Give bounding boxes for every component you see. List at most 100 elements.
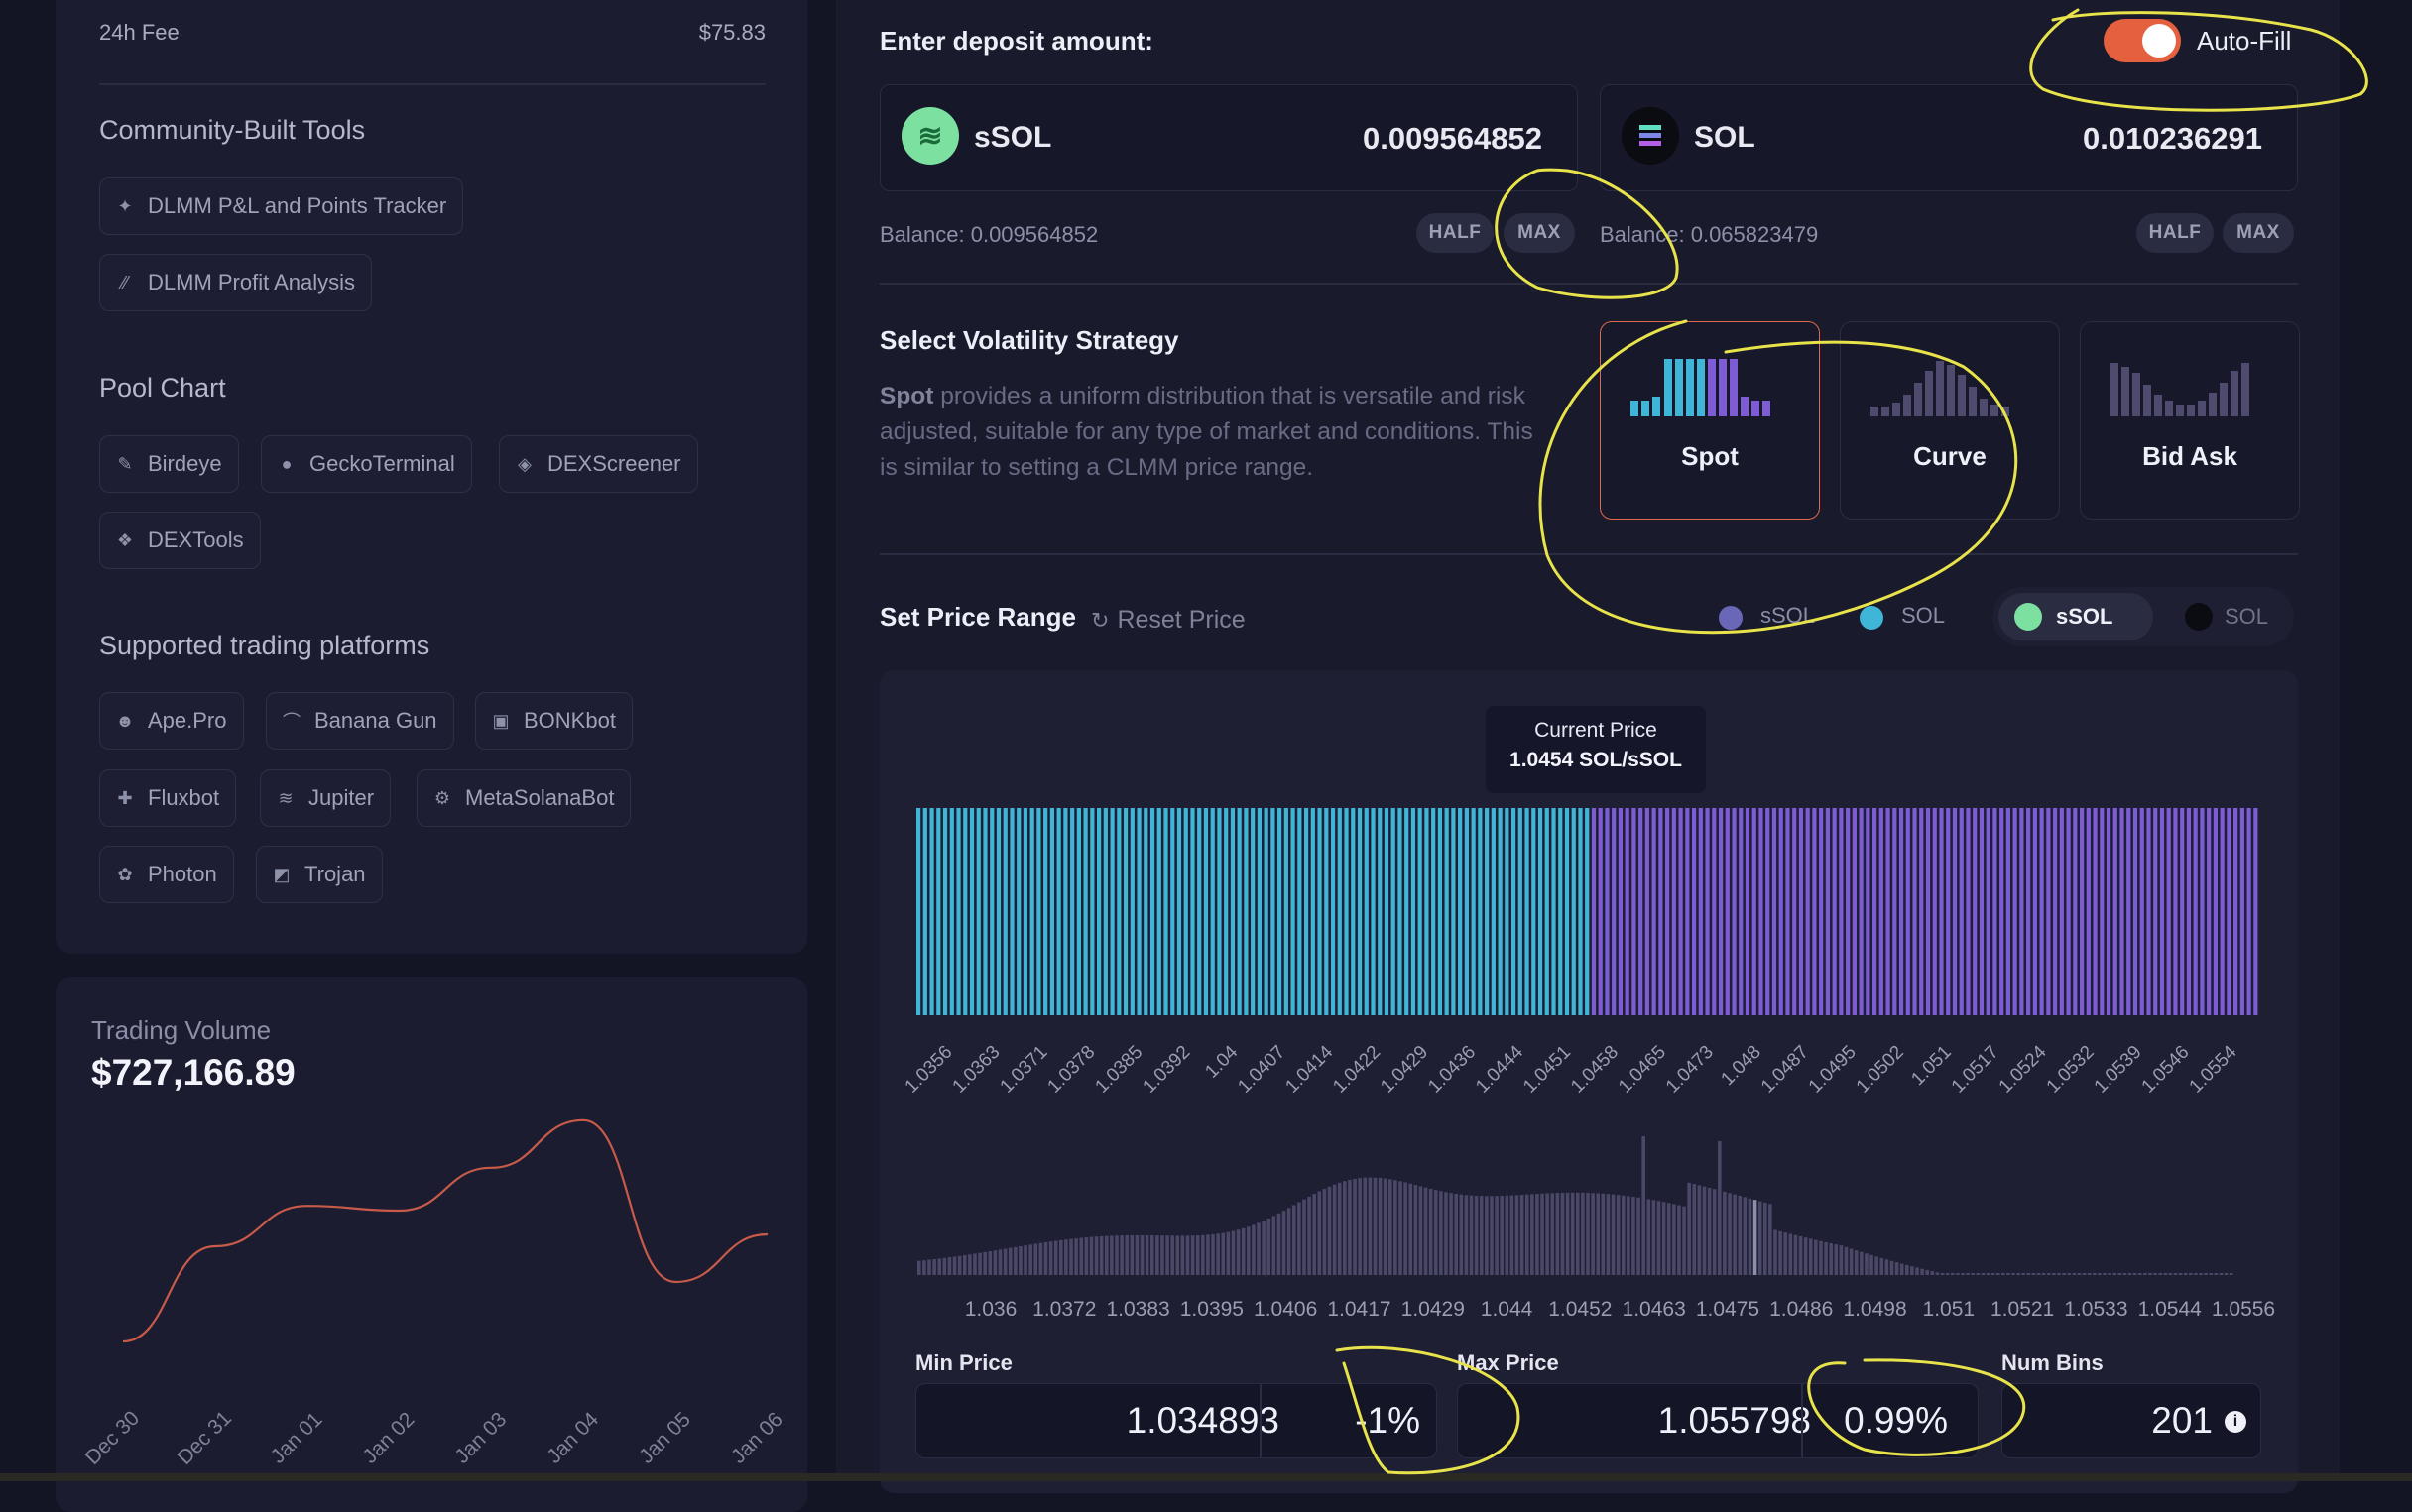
bin-price-tick-label: 1.0414 [1281, 1041, 1337, 1097]
liquidity-bin-bar [1144, 808, 1148, 1015]
tool-chip-dlmm-profit[interactable]: ⁄⁄ DLMM Profit Analysis [99, 254, 373, 311]
pool-liquidity-bar [1677, 1205, 1681, 1275]
platform-chip-metasolanabot[interactable]: ⚙ MetaSolanaBot [417, 769, 632, 827]
token-a-input-box[interactable]: ≋ sSOL 0.009564852 [880, 84, 1578, 191]
pool-liquidity-bar [1925, 1269, 1930, 1275]
bin-price-tick-label: 1.0422 [1329, 1042, 1385, 1098]
volume-x-tick-label: Dec 30 [81, 1407, 144, 1469]
liquidity-bin-bar [1585, 808, 1590, 1015]
chart-chip-birdeye[interactable]: ✎ Birdeye [99, 435, 239, 493]
tool-chip-dlmm-pnl[interactable]: ✦ DLMM P&L and Points Tracker [99, 177, 464, 235]
reset-price-button[interactable]: ↻ Reset Price [1091, 606, 1246, 635]
num-bins-input[interactable]: 201 i [2001, 1383, 2261, 1458]
num-bins-value[interactable]: 201 [2151, 1400, 2213, 1441]
platform-chip-jupiter[interactable]: ≋ Jupiter [260, 769, 392, 827]
token-b-half-button[interactable]: HALF [2136, 213, 2214, 253]
pool-liquidity-bar [1024, 1245, 1027, 1275]
pool-liquidity-bar [2209, 1273, 2214, 1275]
liquidity-bin-bar [1839, 808, 1844, 1015]
pool-liquidity-bar [2082, 1273, 2087, 1275]
pool-liquidity-bar [1586, 1193, 1590, 1275]
liquidity-bin-bar [1798, 808, 1804, 1015]
liquidity-bin-bar [1444, 808, 1449, 1015]
liquidity-bin-bar [1564, 808, 1570, 1015]
chart-chip-geckoterminal[interactable]: ● GeckoTerminal [261, 435, 472, 493]
liquidity-bin-bar [1210, 808, 1215, 1015]
liquidity-bin-bar [956, 808, 961, 1015]
liquidity-bin-bar [2186, 808, 2192, 1015]
pool-liquidity-bar [1966, 1273, 1970, 1275]
liquidity-bin-bar [1023, 808, 1028, 1015]
platform-chip-photon[interactable]: ✿ Photon [99, 846, 234, 903]
liquidity-bin-bar [2039, 808, 2044, 1015]
liquidity-bin-bar [2132, 808, 2138, 1015]
chart-chip-dextools[interactable]: ❖ DEXTools [99, 512, 261, 569]
min-price-value[interactable]: 1.034893 [1126, 1400, 1279, 1441]
strategy-bid-ask-card[interactable]: Bid Ask [2080, 321, 2300, 520]
liquidity-bin-bar [2046, 808, 2051, 1015]
platform-chip-apepro[interactable]: ☻ Ape.Pro [99, 692, 244, 750]
pool-liquidity-bar [1500, 1196, 1504, 1275]
pool-liquidity-bar [1226, 1231, 1231, 1275]
liquidity-bin-bar [1364, 808, 1369, 1015]
liquidity-bin-bar [1905, 808, 1910, 1015]
pool-liquidity-bar [2122, 1273, 2127, 1275]
toggle-sol-option[interactable]: SOL [2163, 593, 2288, 640]
info-icon[interactable]: i [2225, 1411, 2246, 1433]
token-a-amount[interactable]: 0.009564852 [1362, 121, 1542, 156]
max-price-value[interactable]: 1.055798 [1657, 1400, 1811, 1441]
liquidity-bin-bar [2246, 808, 2251, 1015]
liquidity-bin-bar [1612, 808, 1617, 1015]
liquidity-bin-bar [1859, 808, 1864, 1015]
volume-x-tick-label: Dec 31 [174, 1407, 236, 1469]
platform-chip-fluxbot[interactable]: ✚ Fluxbot [99, 769, 237, 827]
liquidity-bin-bar [2200, 808, 2205, 1015]
liquidity-bin-bar [1959, 808, 1964, 1015]
pool-liquidity-bar [1423, 1187, 1428, 1275]
liquidity-bin-bar [1357, 808, 1363, 1015]
volume-x-tick-label: Jan 05 [635, 1408, 695, 1468]
pool-price-tick-label: 1.0475 [1696, 1298, 1759, 1321]
liquidity-bin-bar [1517, 808, 1522, 1015]
fee-value: $75.83 [698, 20, 766, 45]
max-price-input[interactable]: 1.055798 0.99% [1457, 1383, 1979, 1458]
toggle-ssol-option[interactable]: sSOL [1998, 593, 2153, 640]
pool-liquidity-bar [1383, 1178, 1387, 1275]
platform-chip-bonkbot[interactable]: ▣ BONKbot [475, 692, 633, 750]
liquidity-bin-bar [1665, 808, 1670, 1015]
liquidity-bin-bar [1832, 808, 1837, 1015]
pool-price-tick-label: 1.0417 [1327, 1298, 1390, 1321]
liquidity-bin-bar [1591, 808, 1597, 1015]
platform-chip-trojan[interactable]: ◩ Trojan [256, 846, 383, 903]
min-price-percent[interactable]: -1% [1355, 1400, 1420, 1441]
volume-x-tick-label: Jan 06 [727, 1408, 787, 1468]
pool-liquidity-bar [1687, 1182, 1691, 1275]
min-price-input[interactable]: 1.034893 -1% [915, 1383, 1437, 1458]
token-a-half-button[interactable]: HALF [1416, 213, 1494, 253]
trojan-icon: ◩ [273, 864, 291, 884]
liquidity-bin-bar [2106, 808, 2111, 1015]
liquidity-bin-bar [1878, 808, 1883, 1015]
token-b-amount[interactable]: 0.010236291 [2082, 121, 2262, 156]
liquidity-bin-bar [1571, 808, 1576, 1015]
bin-price-tick-label: 1.0407 [1234, 1042, 1289, 1098]
pool-liquidity-bar [2052, 1273, 2056, 1275]
pool-liquidity-bar [2011, 1273, 2015, 1275]
bin-price-tick-label: 1.0363 [949, 1042, 1005, 1098]
pool-liquidity-bar [1221, 1232, 1226, 1275]
liquidity-bin-bar [1952, 808, 1958, 1015]
token-b-max-button[interactable]: MAX [2223, 213, 2294, 253]
volume-x-tick-label: Jan 03 [450, 1408, 511, 1468]
platform-chip-banana-gun[interactable]: ⌒ Banana Gun [266, 692, 454, 750]
bin-price-tick-label: 1.0371 [997, 1042, 1052, 1098]
pool-liquidity-bar [1368, 1177, 1373, 1275]
chip-label: Trojan [304, 862, 366, 886]
max-price-percent[interactable]: 0.99% [1844, 1400, 1948, 1441]
liquidity-bin-bar [2139, 808, 2144, 1015]
pool-liquidity-bar [1509, 1195, 1514, 1275]
liquidity-bin-bar [1176, 808, 1182, 1015]
chart-chip-dexscreener[interactable]: ◈ DEXScreener [499, 435, 698, 493]
liquidity-bin-bar [1765, 808, 1770, 1015]
pool-price-tick-label: 1.0498 [1843, 1298, 1906, 1321]
min-price-label: Min Price [915, 1350, 1013, 1375]
